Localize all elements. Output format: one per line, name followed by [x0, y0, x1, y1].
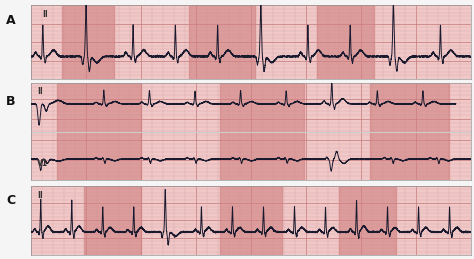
- Bar: [189, 5, 255, 79]
- Bar: [370, 83, 449, 180]
- Text: II: II: [37, 87, 43, 96]
- Bar: [339, 186, 396, 255]
- Bar: [62, 5, 114, 79]
- Text: V1: V1: [37, 159, 48, 168]
- Text: B: B: [6, 95, 16, 107]
- Bar: [83, 186, 141, 255]
- Bar: [317, 5, 374, 79]
- Text: A: A: [6, 14, 16, 27]
- Text: II: II: [42, 10, 47, 19]
- Bar: [220, 83, 303, 180]
- Text: C: C: [6, 194, 15, 207]
- Bar: [57, 83, 141, 180]
- Bar: [220, 186, 282, 255]
- Text: II: II: [37, 191, 43, 200]
